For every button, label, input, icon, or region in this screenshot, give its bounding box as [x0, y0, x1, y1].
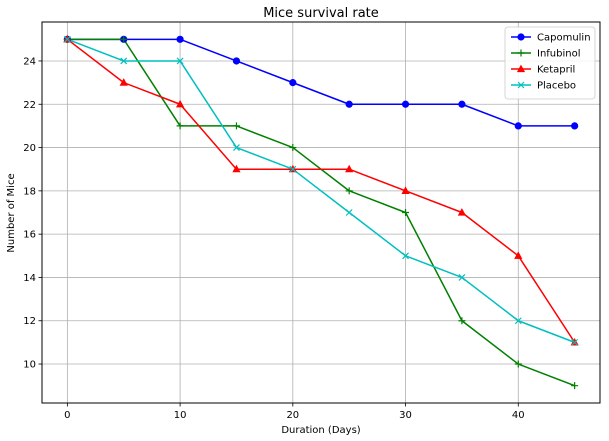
data-point-capomulin: [176, 35, 184, 43]
data-point-infubinol: [120, 35, 128, 43]
data-point-infubinol: [571, 382, 579, 390]
data-point-ketapril: [457, 208, 467, 216]
data-point-infubinol: [345, 187, 353, 195]
y-tick-label: 16: [23, 230, 36, 241]
legend-marker-capomulin: [517, 33, 525, 41]
y-axis-label: Number of Mice: [6, 173, 17, 252]
data-point-capomulin: [345, 100, 353, 108]
legend-marker-infubinol: [517, 49, 525, 57]
x-tick-label: 20: [286, 410, 299, 421]
data-point-infubinol: [232, 122, 240, 130]
data-point-ketapril: [514, 251, 523, 259]
plot-frame: [41, 21, 601, 404]
series-line-capomulin: [67, 38, 575, 127]
y-tick-label: 22: [23, 100, 36, 111]
data-point-ketapril: [232, 164, 241, 173]
data-point-capomulin: [571, 122, 579, 130]
data-point-placebo: [63, 35, 71, 43]
legend-label-infubinol: Infubinol: [537, 49, 581, 60]
y-tick-label: 20: [23, 143, 36, 154]
x-tick-label: 30: [399, 410, 412, 421]
data-point-ketapril: [119, 78, 128, 86]
data-point-infubinol: [458, 317, 466, 325]
legend-label-capomulin: Capomulin: [537, 33, 591, 44]
x-tick-label: 40: [512, 410, 525, 421]
series-lines: [66, 38, 576, 387]
data-point-placebo: [571, 338, 579, 346]
data-point-ketapril: [401, 186, 410, 194]
y-tick-label: 18: [23, 186, 36, 197]
data-point-placebo: [514, 317, 522, 325]
x-tick-label: 10: [174, 410, 187, 421]
legend-item-capomulin: Capomulin: [511, 33, 591, 44]
chart-title: Mice survival rate: [263, 6, 379, 21]
legend-item-infubinol: Infubinol: [511, 49, 581, 60]
x-axis: 0 10 20 30 40: [64, 403, 525, 421]
data-point-ketapril: [175, 99, 185, 108]
data-point-placebo: [176, 57, 184, 65]
data-point-placebo: [345, 209, 353, 216]
y-axis: 10 12 14 16 18 20 22 24: [23, 56, 42, 371]
x-axis-label: Duration (Days): [281, 425, 360, 436]
data-point-capomulin: [458, 100, 466, 108]
data-point-capomulin: [401, 100, 410, 108]
series-points-placebo: [63, 35, 579, 346]
legend-label-placebo: Placebo: [537, 81, 576, 92]
data-point-capomulin: [232, 57, 241, 65]
data-point-placebo: [233, 144, 240, 151]
series-line-placebo: [67, 38, 575, 344]
data-point-capomulin: [514, 122, 522, 130]
data-point-infubinol: [289, 144, 297, 152]
y-tick-label: 24: [23, 56, 36, 67]
data-point-infubinol: [514, 360, 522, 368]
data-point-placebo: [120, 57, 128, 65]
data-point-placebo: [289, 165, 297, 173]
y-tick-label: 12: [23, 316, 36, 327]
series-line-ketapril: [66, 38, 576, 343]
data-point-capomulin: [289, 79, 297, 87]
legend: Capomulin Infubinol Ketapril Placebo: [504, 26, 596, 100]
series-markers: [63, 34, 579, 390]
y-tick-label: 14: [23, 273, 36, 284]
legend-item-ketapril: Ketapril: [511, 65, 575, 76]
data-point-infubinol: [176, 122, 184, 130]
legend-label-ketapril: Ketapril: [537, 65, 575, 76]
legend-item-placebo: Placebo: [511, 81, 576, 92]
legend-box: [504, 26, 596, 100]
data-point-placebo: [402, 252, 409, 260]
data-point-infubinol: [402, 209, 410, 216]
y-tick-label: 10: [23, 360, 36, 371]
data-point-ketapril: [345, 164, 354, 173]
x-tick-label: 0: [64, 410, 70, 421]
legend-marker-placebo: [517, 81, 525, 89]
legend-marker-ketapril: [516, 64, 526, 73]
data-point-placebo: [458, 274, 466, 281]
